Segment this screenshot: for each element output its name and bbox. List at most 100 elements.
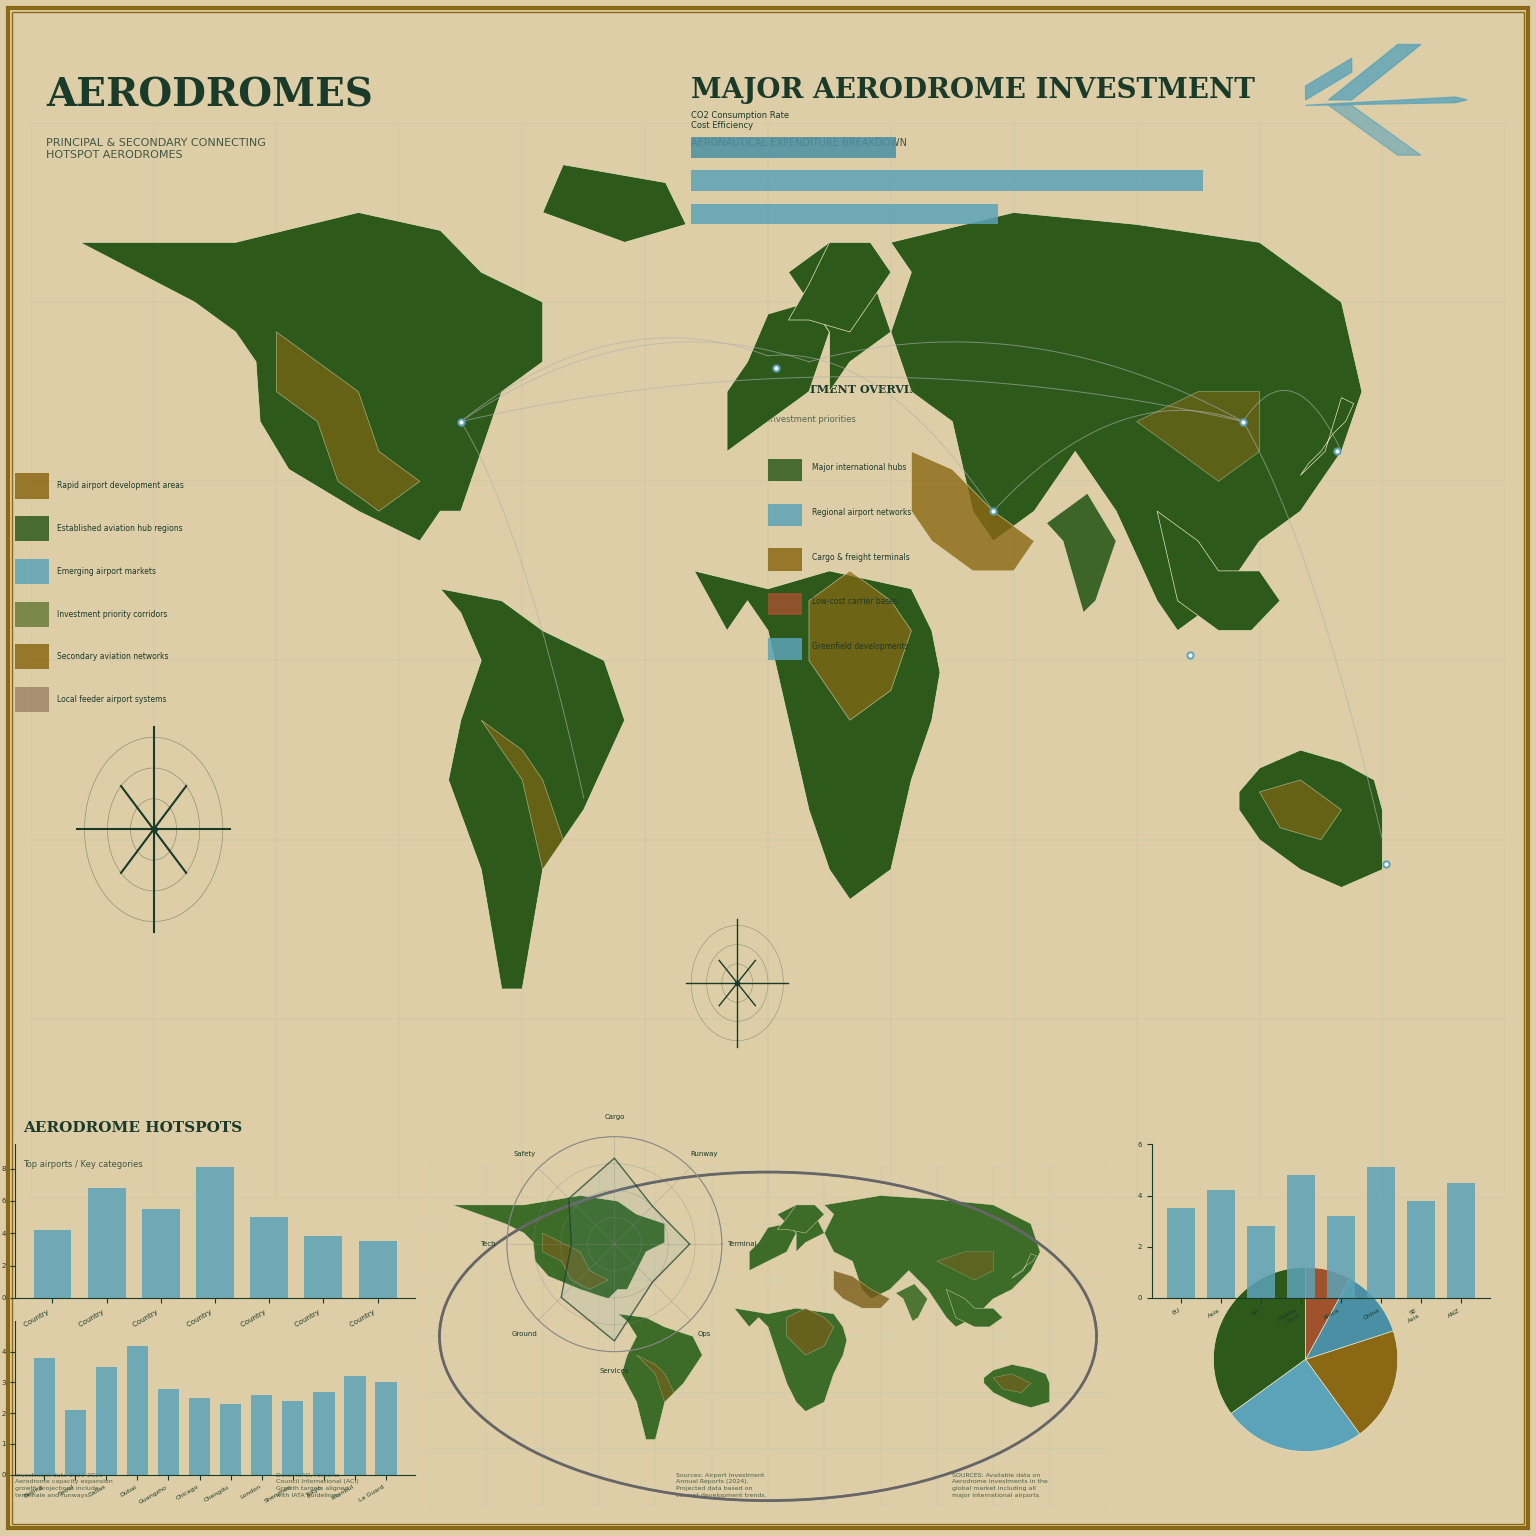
Bar [1167, 1209, 1195, 1298]
Text: Data: ICAO, Airports
Council International (ACI)
Growth targets aligned
with IAT: Data: ICAO, Airports Council Internation… [276, 1473, 359, 1498]
Bar [1287, 1175, 1315, 1298]
Bar [691, 170, 1203, 190]
Bar [304, 1236, 343, 1298]
Polygon shape [937, 1252, 994, 1279]
Polygon shape [911, 452, 1034, 571]
Bar [158, 1389, 180, 1475]
Bar [250, 1395, 272, 1475]
Bar [768, 504, 802, 525]
Polygon shape [1240, 750, 1382, 888]
Text: Greenfield developments: Greenfield developments [813, 642, 909, 651]
Polygon shape [636, 1355, 674, 1402]
Polygon shape [1012, 1253, 1037, 1278]
Polygon shape [481, 720, 564, 869]
Polygon shape [542, 1233, 608, 1289]
Polygon shape [1306, 58, 1352, 100]
Bar [141, 1209, 180, 1298]
Bar [1327, 1217, 1355, 1298]
Bar [126, 1346, 149, 1475]
Bar [1207, 1190, 1235, 1298]
Text: AERODROME HOTSPOTS: AERODROME HOTSPOTS [23, 1121, 243, 1135]
Text: Major international hubs: Major international hubs [813, 464, 906, 472]
Text: CO2 Consumption Rate: CO2 Consumption Rate [691, 111, 790, 120]
Polygon shape [1301, 398, 1353, 475]
Bar [15, 602, 49, 627]
Bar [1447, 1183, 1475, 1298]
Polygon shape [1157, 511, 1279, 631]
Polygon shape [453, 1195, 665, 1299]
Bar [768, 548, 802, 570]
Text: MAJOR AERODROME INVESTMENT: MAJOR AERODROME INVESTMENT [691, 77, 1255, 104]
Bar [15, 559, 49, 584]
Text: Established aviation hub regions: Established aviation hub regions [57, 524, 183, 533]
Bar [768, 593, 802, 616]
Polygon shape [985, 1364, 1049, 1407]
Polygon shape [891, 212, 1362, 631]
Bar [189, 1398, 210, 1475]
Text: Investment priorities: Investment priorities [768, 415, 856, 424]
Bar [220, 1404, 241, 1475]
Text: PRINCIPAL & SECONDARY CONNECTING
HOTSPOT AERODROMES: PRINCIPAL & SECONDARY CONNECTING HOTSPOT… [46, 138, 266, 160]
Bar [65, 1410, 86, 1475]
Polygon shape [1260, 780, 1341, 840]
Bar [691, 204, 998, 224]
Text: Cost Efficiency: Cost Efficiency [691, 121, 753, 131]
Bar [375, 1382, 396, 1475]
Text: Investment data 2020-2025
Aerodrome capacity expansion
growth projections includ: Investment data 2020-2025 Aerodrome capa… [15, 1473, 114, 1498]
Bar [313, 1392, 335, 1475]
Bar [250, 1217, 289, 1298]
Text: Secondary aviation networks: Secondary aviation networks [57, 653, 169, 662]
Wedge shape [1306, 1330, 1398, 1435]
Bar [34, 1358, 55, 1475]
Polygon shape [1137, 392, 1260, 481]
Text: Investment priority corridors: Investment priority corridors [57, 610, 167, 619]
Text: Cargo & freight terminals: Cargo & freight terminals [813, 553, 909, 562]
Bar [358, 1241, 396, 1298]
Polygon shape [561, 1158, 690, 1341]
Polygon shape [786, 1309, 834, 1355]
Text: Low-cost carrier bases: Low-cost carrier bases [813, 598, 899, 607]
Bar [15, 644, 49, 670]
Text: AERONAUTICAL EXPENDITURE BREAKDOWN: AERONAUTICAL EXPENDITURE BREAKDOWN [691, 138, 908, 149]
Bar [344, 1376, 366, 1475]
Bar [1407, 1201, 1435, 1298]
Polygon shape [734, 1309, 846, 1412]
Text: INVESTMENT OVERVIEW: INVESTMENT OVERVIEW [768, 384, 931, 395]
Polygon shape [694, 571, 940, 900]
Bar [197, 1167, 233, 1298]
Bar [281, 1401, 304, 1475]
Polygon shape [895, 1284, 928, 1321]
Text: Top airports / Key categories: Top airports / Key categories [23, 1160, 143, 1169]
Polygon shape [809, 571, 911, 720]
Text: Emerging airport markets: Emerging airport markets [57, 567, 155, 576]
Bar [768, 637, 802, 660]
Text: Sources: Airport Investment
Annual Reports (2024).
Projected data based on
curre: Sources: Airport Investment Annual Repor… [676, 1473, 766, 1498]
Text: Regional airport networks: Regional airport networks [813, 508, 911, 518]
Wedge shape [1306, 1278, 1393, 1359]
Polygon shape [542, 164, 687, 243]
Polygon shape [1329, 45, 1421, 100]
Polygon shape [1306, 97, 1467, 106]
Bar [1367, 1167, 1395, 1298]
Polygon shape [788, 243, 891, 392]
Polygon shape [825, 1195, 1040, 1327]
Polygon shape [727, 303, 829, 452]
Polygon shape [777, 1204, 825, 1233]
Bar [1247, 1226, 1275, 1298]
Bar [691, 137, 895, 158]
Polygon shape [788, 243, 891, 332]
Bar [15, 687, 49, 713]
Bar [768, 459, 802, 481]
Polygon shape [276, 332, 419, 511]
Polygon shape [946, 1289, 1003, 1327]
Polygon shape [617, 1313, 702, 1439]
Polygon shape [750, 1224, 796, 1270]
Wedge shape [1306, 1267, 1350, 1359]
Polygon shape [994, 1373, 1031, 1393]
Bar [95, 1367, 117, 1475]
Polygon shape [834, 1270, 889, 1309]
Polygon shape [441, 588, 625, 989]
Text: AERODROMES: AERODROMES [46, 77, 373, 115]
Text: Rapid airport development areas: Rapid airport development areas [57, 481, 184, 490]
Wedge shape [1230, 1359, 1359, 1452]
